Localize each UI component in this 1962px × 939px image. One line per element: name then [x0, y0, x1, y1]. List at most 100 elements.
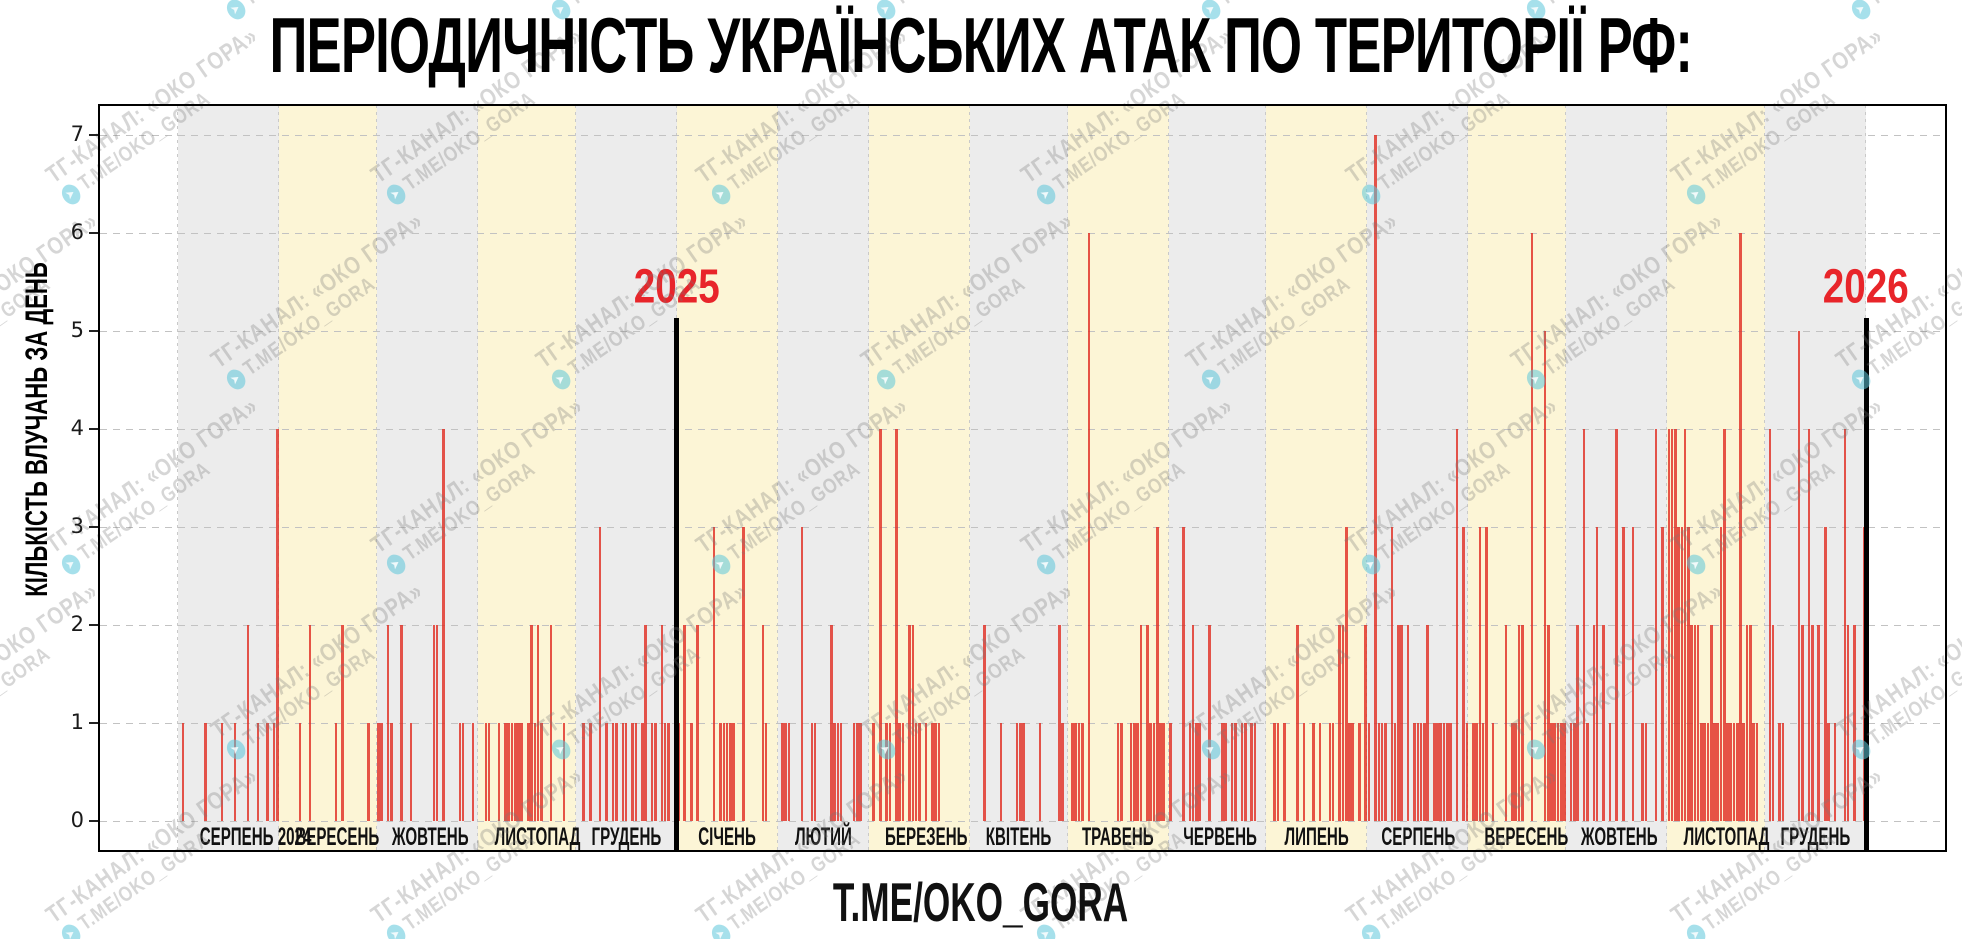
- daily-hits-bar: [1397, 625, 1400, 821]
- daily-hits-bar: [1380, 723, 1384, 821]
- month-label: СІЧЕНЬ: [677, 824, 778, 852]
- daily-hits-bar: [504, 723, 507, 821]
- daily-hits-bar: [399, 625, 403, 821]
- daily-hits-bar: [1833, 723, 1837, 821]
- y-gridline: [100, 331, 1946, 332]
- daily-hits-bar: [1230, 723, 1234, 821]
- month-label: ЧЕРВЕНЬ: [1169, 823, 1267, 852]
- daily-hits-bar: [1344, 527, 1348, 821]
- daily-hits-bar: [517, 723, 520, 821]
- daily-hits-bar: [1504, 625, 1508, 821]
- daily-hits-bar: [1338, 625, 1342, 821]
- daily-hits-bar: [1485, 527, 1488, 821]
- daily-hits-bar: [1853, 625, 1856, 821]
- month-label: ТРАВЕНЬ: [1068, 824, 1169, 852]
- daily-hits-bar: [1846, 625, 1850, 821]
- month-band: [477, 106, 576, 850]
- daily-hits-bar: [650, 723, 654, 821]
- daily-hits-bar: [1129, 723, 1133, 821]
- daily-hits-bar: [435, 625, 439, 821]
- daily-hits-bar: [1087, 233, 1091, 821]
- month-boundary-line: [867, 106, 869, 850]
- page-title-text: ПЕРІОДИЧНІСТЬ УКРАЇНСЬКИХ АТАК ПО ТЕРИТО…: [269, 3, 1693, 90]
- daily-hits-bar: [1654, 429, 1658, 821]
- daily-hits-bar: [298, 723, 302, 821]
- daily-hits-bar: [1560, 723, 1563, 821]
- month-boundary-line: [1666, 106, 1668, 850]
- y-axis-title: КІЛЬКІСТЬ ВЛУЧАНЬ ЗА ДЕНЬ: [19, 262, 55, 597]
- month-band: [969, 106, 1068, 850]
- daily-hits-bar: [898, 723, 902, 821]
- daily-hits-bar: [1514, 723, 1517, 821]
- daily-hits-bar: [1797, 331, 1801, 821]
- year-label-text: 2026: [1823, 258, 1909, 313]
- daily-hits-bar: [1713, 723, 1716, 821]
- daily-hits-bar: [1768, 429, 1772, 821]
- month-band: [1667, 106, 1765, 850]
- daily-hits-bar: [1631, 527, 1635, 821]
- daily-hits-bar: [1700, 723, 1703, 821]
- year-divider-line: [674, 318, 680, 850]
- daily-hits-bar: [712, 527, 716, 821]
- daily-hits-bar: [1553, 723, 1557, 821]
- month-label: ЛИСТОПАД: [1667, 824, 1770, 852]
- daily-hits-bar: [1778, 723, 1781, 821]
- daily-hits-bar: [1367, 723, 1371, 821]
- y-tick-mark: [89, 526, 98, 528]
- daily-hits-bar: [1732, 723, 1736, 821]
- daily-hits-bar: [729, 723, 732, 821]
- daily-hits-bar: [908, 625, 911, 821]
- daily-hits-bar: [624, 723, 628, 821]
- daily-hits-bar: [1455, 429, 1459, 821]
- daily-hits-bar: [1823, 527, 1827, 821]
- daily-hits-bar: [432, 625, 436, 821]
- daily-hits-bar: [1116, 723, 1120, 821]
- daily-hits-bar: [1677, 527, 1680, 821]
- daily-hits-bar: [1188, 723, 1192, 821]
- month-label: ЛЮТИЙ: [778, 824, 869, 852]
- daily-hits-bar: [510, 723, 514, 821]
- daily-hits-bar: [856, 723, 859, 821]
- daily-hits-bar: [181, 723, 185, 821]
- daily-hits-bar: [1312, 723, 1315, 821]
- daily-hits-bar: [513, 723, 517, 821]
- daily-hits-bar: [605, 723, 608, 821]
- daily-hits-bar: [562, 723, 566, 821]
- month-label-text: ЧЕРВЕНЬ: [1182, 823, 1257, 852]
- daily-hits-bar: [836, 723, 840, 821]
- month-band: [1168, 106, 1267, 850]
- daily-hits-bar: [830, 625, 833, 821]
- daily-hits-bar: [220, 723, 224, 821]
- daily-hits-bar: [1781, 723, 1785, 821]
- daily-hits-bar: [1038, 723, 1042, 821]
- daily-hits-bar: [911, 625, 915, 821]
- daily-hits-bar: [1159, 723, 1162, 821]
- daily-hits-bar: [1621, 527, 1625, 821]
- telegram-circle-icon: ➤: [57, 550, 84, 578]
- daily-hits-bar: [1328, 723, 1332, 821]
- daily-hits-bar: [1801, 625, 1804, 821]
- daily-hits-bar: [1318, 723, 1322, 821]
- month-boundary-line: [1763, 106, 1765, 850]
- footer-channel-caption-text: T.ME/OKO_GORA: [833, 872, 1129, 934]
- month-label-text: ЖОВТЕНЬ: [391, 823, 469, 852]
- month-label: СЕРПЕНЬ 2024: [178, 824, 312, 852]
- daily-hits-bar: [377, 723, 380, 821]
- daily-hits-bar: [1573, 723, 1576, 821]
- daily-hits-bar: [1511, 723, 1514, 821]
- y-gridline: [100, 821, 1946, 822]
- month-boundary-line: [1366, 106, 1368, 850]
- daily-hits-bar: [1136, 723, 1139, 821]
- daily-hits-bar: [924, 723, 928, 821]
- daily-hits-bar: [683, 625, 687, 821]
- daily-hits-bar: [761, 625, 765, 821]
- daily-hits-bar: [1556, 723, 1560, 821]
- y-gridline: [100, 233, 1946, 234]
- month-boundary-line: [476, 106, 478, 850]
- daily-hits-bar: [1377, 723, 1381, 821]
- month-label: ГРУДЕНЬ: [1765, 824, 1866, 852]
- y-gridline: [100, 527, 1946, 528]
- y-axis-title-text: КІЛЬКІСТЬ ВЛУЧАНЬ ЗА ДЕНЬ: [19, 262, 54, 597]
- daily-hits-bar: [530, 625, 533, 821]
- daily-hits-bar: [722, 723, 726, 821]
